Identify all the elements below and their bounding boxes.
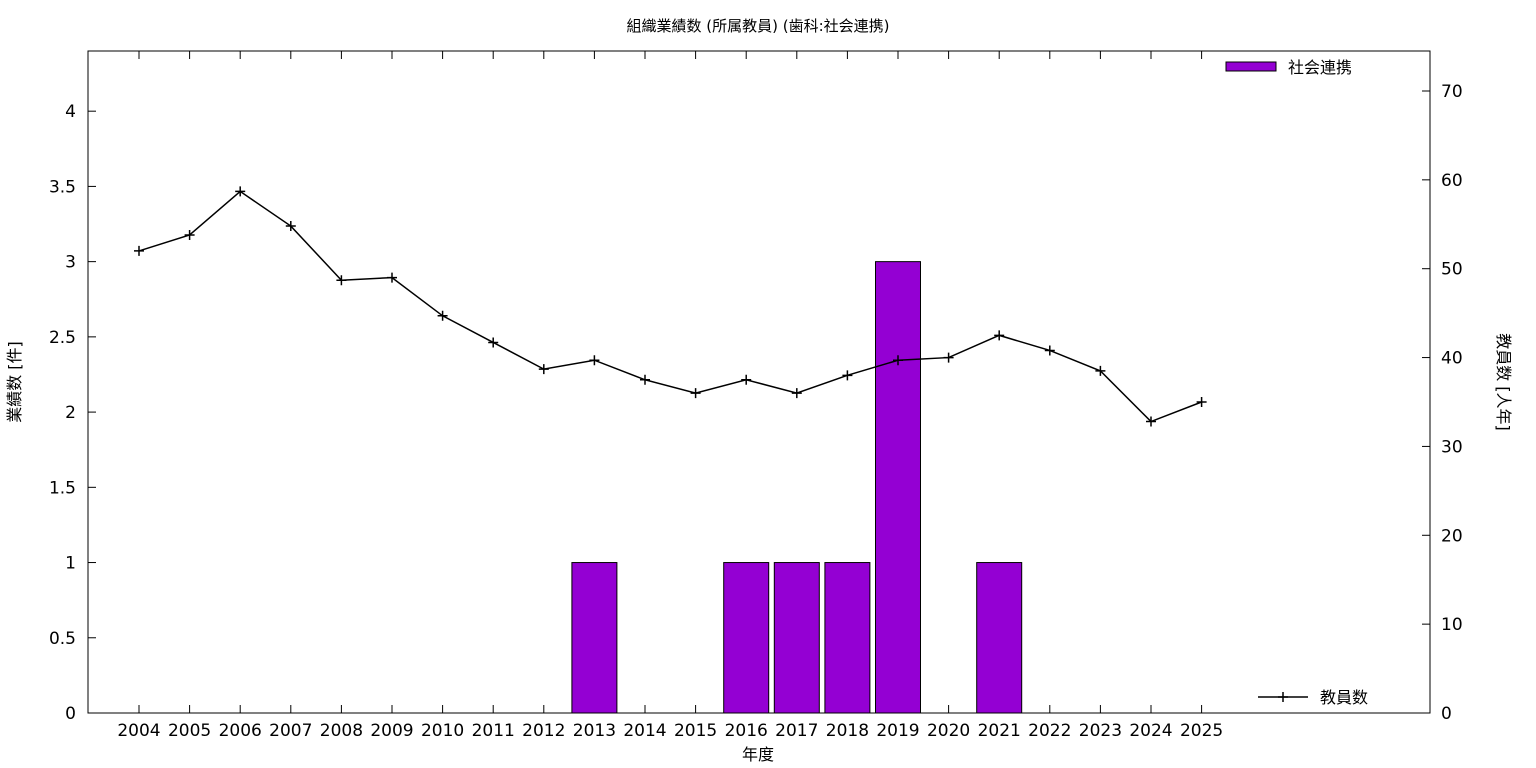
x-tick-label: 2006 <box>219 721 262 741</box>
bar <box>773 562 820 714</box>
line-point <box>1095 365 1106 376</box>
y-tick-label: 0 <box>65 704 76 724</box>
bar <box>723 562 770 714</box>
line-point <box>235 186 246 197</box>
line-point <box>640 374 650 385</box>
bar <box>976 562 1023 714</box>
line-point <box>336 275 347 286</box>
x-tick-label: 2009 <box>370 721 413 741</box>
bar <box>875 261 921 714</box>
legend-label-line: 教員数 <box>1320 688 1368 707</box>
bar <box>824 562 871 714</box>
bar <box>571 562 618 714</box>
chart-title: 組織業績数 (所属教員) (歯科:社会連携) <box>627 17 890 35</box>
x-tick-label: 2005 <box>168 721 211 741</box>
x-tick-label: 2016 <box>725 721 768 741</box>
y2-axis-title: 教員数 [人年] <box>1494 333 1513 431</box>
y2-tick-label: 30 <box>1441 437 1463 457</box>
y-tick-label: 4 <box>65 102 76 122</box>
x-tick-label: 2004 <box>117 721 160 741</box>
line-point <box>690 388 701 399</box>
line-point <box>1146 416 1156 427</box>
y-tick-label: 2 <box>65 403 76 423</box>
x-tick-label: 2021 <box>978 721 1021 741</box>
y-tick-label: 0.5 <box>49 629 76 649</box>
x-tick-label: 2007 <box>269 721 312 741</box>
x-tick-label: 2018 <box>826 721 869 741</box>
line-point <box>387 272 397 283</box>
line-point <box>1044 345 1055 356</box>
line-point <box>589 355 600 366</box>
y-tick-label: 3.5 <box>49 177 76 197</box>
x-tick-label: 2012 <box>522 721 565 741</box>
line-point <box>791 388 802 399</box>
x-tick-label: 2010 <box>421 721 464 741</box>
x-tick-label: 2008 <box>320 721 363 741</box>
x-tick-label: 2013 <box>573 721 616 741</box>
x-tick-label: 2011 <box>472 721 515 741</box>
y2-tick-label: 50 <box>1441 260 1463 280</box>
line-point <box>437 310 448 321</box>
y2-tick-label: 40 <box>1441 349 1463 369</box>
y-axis-title: 業績数 [件] <box>5 341 24 423</box>
y2-tick-label: 0 <box>1441 704 1452 724</box>
line-point <box>994 330 1005 341</box>
line-point <box>943 352 954 363</box>
line-point <box>538 364 549 375</box>
line-point <box>893 355 903 366</box>
x-tick-label: 2017 <box>775 721 818 741</box>
x-tick-label: 2024 <box>1129 721 1172 741</box>
y2-tick-label: 60 <box>1441 171 1463 191</box>
y2-tick-label: 20 <box>1441 526 1463 546</box>
line-point <box>285 221 296 232</box>
line-point <box>488 337 499 348</box>
y2-tick-label: 10 <box>1441 615 1463 635</box>
y2-tick-label: 70 <box>1441 82 1463 102</box>
y-tick-label: 3 <box>65 253 76 273</box>
line-point <box>184 229 195 240</box>
legend-label-bar: 社会連携 <box>1288 58 1352 77</box>
line-point <box>1196 396 1207 407</box>
y-tick-label: 1.5 <box>49 478 76 498</box>
x-tick-label: 2025 <box>1180 721 1223 741</box>
line-point <box>134 245 144 256</box>
legend-swatch-bar <box>1225 61 1277 72</box>
x-tick-label: 2019 <box>876 721 919 741</box>
x-tick-label: 2015 <box>674 721 717 741</box>
x-tick-label: 2020 <box>927 721 970 741</box>
x-axis-title: 年度 <box>742 745 774 764</box>
plot-frame <box>87 50 1431 714</box>
y-tick-label: 1 <box>65 554 76 574</box>
line-point <box>842 370 853 381</box>
line-series <box>138 190 1202 423</box>
legend-swatch-marker <box>1278 692 1288 702</box>
line-point <box>741 374 752 385</box>
y-tick-label: 2.5 <box>49 328 76 348</box>
x-tick-label: 2023 <box>1079 721 1122 741</box>
x-tick-label: 2022 <box>1028 721 1071 741</box>
x-tick-label: 2014 <box>623 721 666 741</box>
